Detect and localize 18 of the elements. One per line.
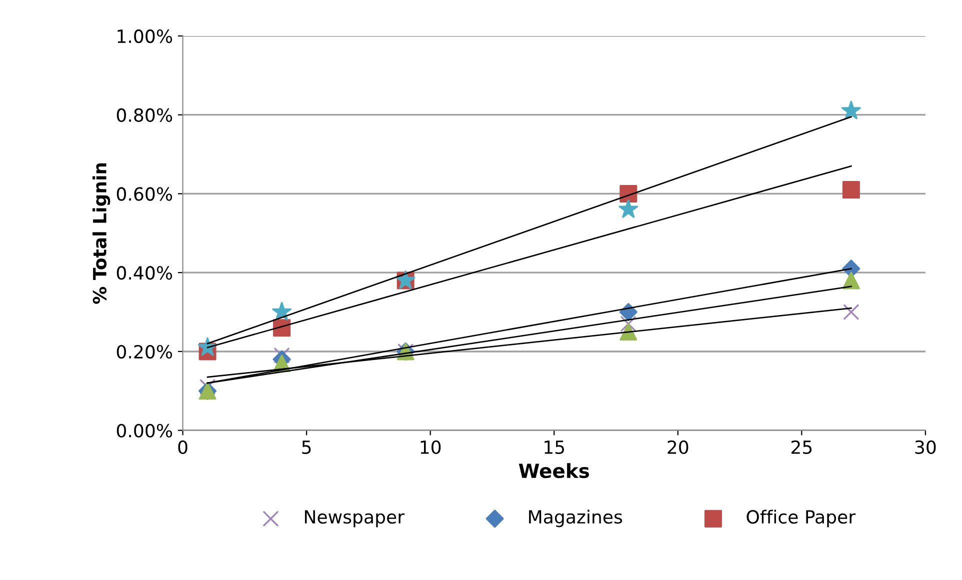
y-tick-label: 0.20%	[116, 344, 172, 359]
y-tick-label: 1.00%	[118, 29, 172, 44]
legend-label: Newspaper	[304, 510, 405, 528]
x-tick-label: 20	[668, 440, 688, 454]
x-tick-label: 15	[544, 440, 564, 454]
legend-label: Office Paper	[746, 510, 856, 528]
x-tick-label: 10	[420, 440, 441, 454]
y-tick-label: 0.40%	[116, 266, 172, 280]
x-tick-label: 30	[915, 440, 936, 454]
legend-label: Magazines	[529, 510, 622, 528]
y-axis-title: % Total Lignin	[92, 163, 110, 304]
y-tick-label: 0.60%	[116, 187, 172, 201]
x-axis-title: Weeks	[518, 463, 589, 478]
y-tick-label: 0.00%	[116, 424, 172, 438]
x-tick-label: 5	[302, 440, 311, 454]
x-tick-label: 25	[792, 440, 812, 454]
y-tick-label: 0.80%	[116, 108, 172, 122]
x-tick-label: 0	[178, 440, 188, 454]
